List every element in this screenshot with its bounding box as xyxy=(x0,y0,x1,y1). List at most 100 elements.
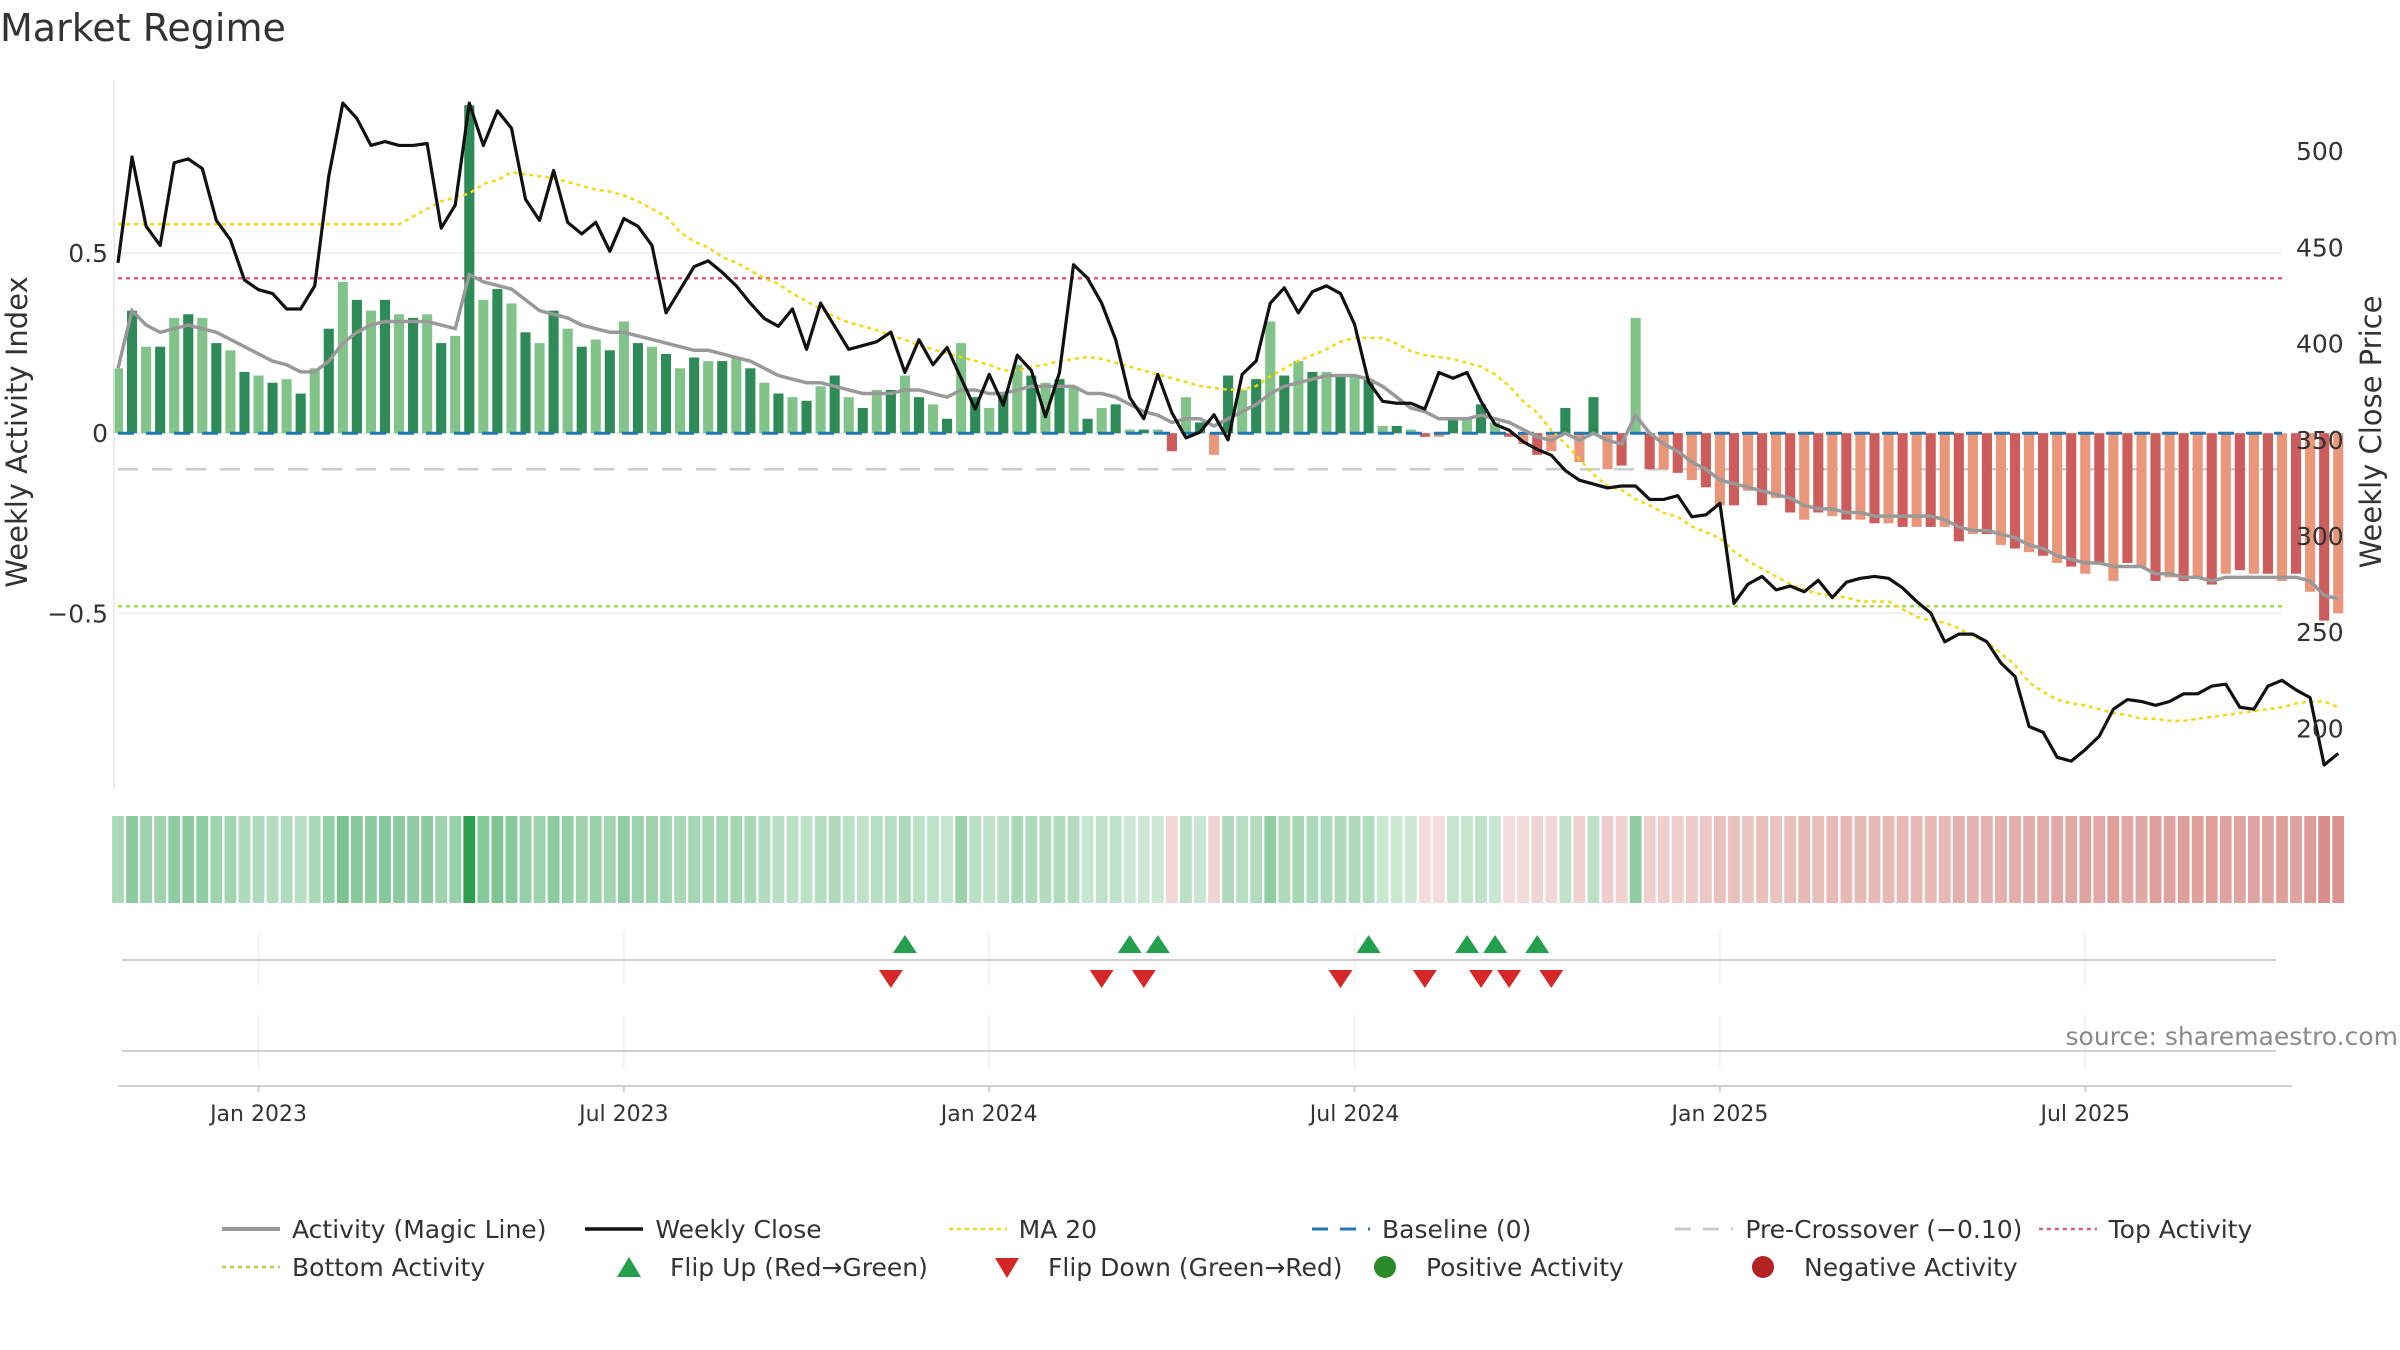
flip-down-marker xyxy=(1328,970,1353,988)
legend-swatch-pre-crossover xyxy=(1675,1227,1734,1231)
activity-bar xyxy=(998,393,1009,434)
regime-cell xyxy=(1025,816,1038,903)
regime-cell xyxy=(308,816,321,903)
regime-cell xyxy=(1292,816,1305,903)
regime-cell xyxy=(646,816,658,903)
regime-cell xyxy=(1151,816,1164,903)
flip-down-marker xyxy=(1469,970,1494,988)
x-tick-label: Jul 2025 xyxy=(2039,1102,2131,1127)
activity-bar xyxy=(2164,433,2175,578)
regime-cell xyxy=(1123,816,1136,903)
legend-item-flip-up[interactable]: Flip Up (Red→Green) xyxy=(598,1248,976,1286)
activity-bar xyxy=(351,299,362,434)
weekly-close-line xyxy=(116,101,2340,767)
activity-bar xyxy=(1827,433,1838,517)
activity-bar xyxy=(112,368,124,434)
regime-cell xyxy=(1812,816,1825,903)
regime-cell xyxy=(505,816,518,903)
legend-item-baseline[interactable]: Baseline (0) xyxy=(1310,1210,1673,1248)
activity-bars xyxy=(112,105,2344,621)
regime-cell xyxy=(1671,816,1684,903)
legend-item-flip-down[interactable]: Flip Down (Green→Red) xyxy=(976,1248,1354,1286)
regime-cell xyxy=(140,816,152,903)
activity-bar xyxy=(576,346,587,434)
regime-cell xyxy=(1517,816,1530,903)
flip-down-marker xyxy=(1089,970,1114,988)
regime-cell xyxy=(1601,816,1614,903)
activity-bar xyxy=(1082,418,1093,434)
regime-cell xyxy=(2205,816,2218,903)
activity-bar xyxy=(1138,429,1149,434)
regime-cell xyxy=(941,816,953,903)
magic-line xyxy=(116,272,2339,601)
flip-down-marker xyxy=(1539,970,1564,988)
regime-cell xyxy=(294,816,307,903)
regime-cell xyxy=(379,816,391,903)
regime-cell xyxy=(2107,816,2120,903)
activity-bar xyxy=(323,328,334,434)
x-tick-label: Jan 2025 xyxy=(1669,1102,1768,1127)
flip-up-marker xyxy=(1117,935,1142,953)
legend-label-flip-up: Flip Up (Red→Green) xyxy=(670,1252,928,1282)
activity-bar xyxy=(2108,433,2119,581)
flip-up-marker xyxy=(1483,935,1508,953)
regime-cell xyxy=(2149,816,2162,903)
activity-bar xyxy=(731,357,742,434)
regime-cell xyxy=(1545,816,1558,903)
activity-bar xyxy=(520,332,531,434)
activity-bar xyxy=(2248,433,2259,574)
regime-cell xyxy=(350,816,363,903)
activity-bar xyxy=(843,397,854,434)
activity-bar xyxy=(857,407,868,434)
activity-bar xyxy=(534,343,545,434)
activity-bar xyxy=(1152,429,1163,434)
activity-bar xyxy=(970,397,981,434)
legend-item-positive-activity[interactable]: Positive Activity xyxy=(1354,1248,1732,1286)
regime-cell xyxy=(814,816,827,903)
regime-cell xyxy=(238,816,251,903)
legend-item-bottom-activity[interactable]: Bottom Activity xyxy=(220,1248,598,1286)
regime-cell xyxy=(1784,816,1797,903)
activity-bar xyxy=(548,310,559,434)
activity-bar xyxy=(337,281,348,434)
legend-item-magic-line[interactable]: Activity (Magic Line) xyxy=(220,1210,583,1248)
activity-bar xyxy=(675,368,686,434)
activity-bar xyxy=(1110,404,1121,434)
regime-cell xyxy=(252,816,265,903)
activity-bar xyxy=(1728,433,1740,506)
activity-bar xyxy=(1223,375,1234,434)
regime-cell xyxy=(1390,816,1403,903)
activity-bar xyxy=(365,310,376,434)
activity-bar xyxy=(885,389,896,434)
regime-cell xyxy=(1053,816,1066,903)
regime-cell xyxy=(1137,816,1150,903)
legend-item-top-activity[interactable]: Top Activity xyxy=(2037,1210,2400,1248)
regime-cell xyxy=(1109,816,1122,903)
regime-cell xyxy=(533,816,546,903)
activity-bar xyxy=(1293,361,1304,434)
activity-bar xyxy=(590,339,601,434)
regime-cell xyxy=(800,816,813,903)
activity-bar xyxy=(408,317,419,434)
regime-cell xyxy=(1882,816,1895,903)
regime-cell xyxy=(112,816,124,903)
flip-up-marker xyxy=(1454,935,1479,953)
legend-item-negative-activity[interactable]: Negative Activity xyxy=(1732,1248,2110,1286)
activity-bar xyxy=(2052,433,2063,563)
activity-bar xyxy=(1714,433,1725,506)
legend-item-ma20[interactable]: MA 20 xyxy=(947,1210,1310,1248)
activity-bar xyxy=(211,343,222,434)
regime-cell xyxy=(2093,816,2106,903)
y-right-axis-title: Weekly Close Price xyxy=(2354,296,2388,569)
regime-cell xyxy=(196,816,209,903)
activity-bar xyxy=(2178,433,2189,581)
regime-cell xyxy=(955,816,968,903)
regime-cell xyxy=(2177,816,2190,903)
flip-down-marker xyxy=(878,970,903,988)
regime-cell xyxy=(1503,816,1516,903)
activity-bar xyxy=(1012,364,1023,434)
legend-item-pre-crossover[interactable]: Pre-Crossover (−0.10) xyxy=(1673,1210,2036,1248)
legend-item-weekly-close[interactable]: Weekly Close xyxy=(583,1210,946,1248)
legend-swatch-bottom-activity xyxy=(222,1265,280,1269)
regime-cell xyxy=(2247,816,2260,903)
